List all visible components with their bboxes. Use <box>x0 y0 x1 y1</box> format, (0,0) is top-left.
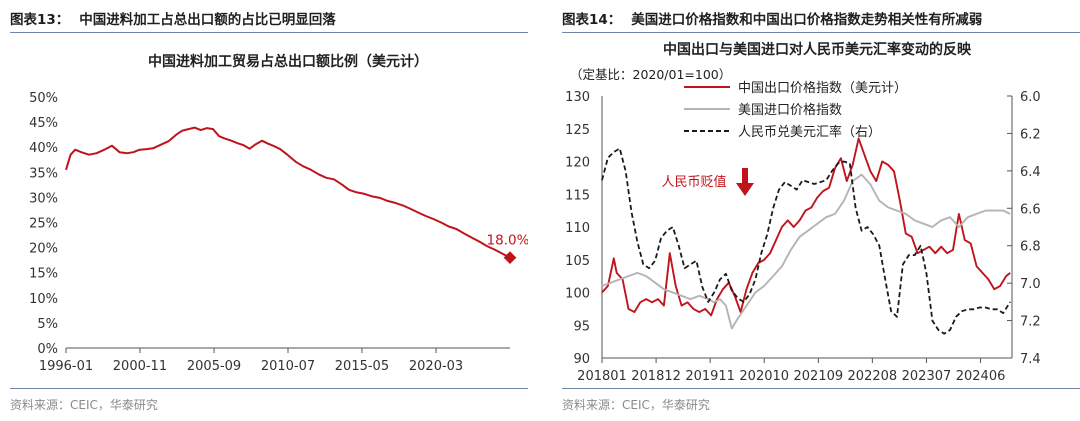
right-left-y-tick-label: 125 <box>565 123 590 138</box>
left-bottom-rule <box>10 388 528 389</box>
right-left-y-tick-label: 90 <box>573 352 590 367</box>
right-y2-tick-label: 6.4 <box>1020 165 1041 180</box>
right-y2-tick-label: 6.8 <box>1020 240 1041 255</box>
left-y-tick-label: 20% <box>29 242 58 257</box>
left-x-tick-label: 2015-05 <box>335 359 389 374</box>
left-y-tick-label: 15% <box>29 267 58 282</box>
right-series-line-2 <box>601 147 1011 335</box>
right-base-note: （定基比：2020/01=100） <box>570 67 731 82</box>
left-y-tick-label: 25% <box>29 217 58 232</box>
right-left-y-tick-label: 130 <box>565 90 590 105</box>
right-y2-tick-label: 6.2 <box>1020 127 1041 142</box>
right-x-tick-label: 202010 <box>739 369 789 384</box>
left-x-tick-label: 2010-07 <box>261 359 315 374</box>
right-left-y-tick-label: 120 <box>565 156 590 171</box>
left-x-tick-label: 2000-11 <box>113 359 167 374</box>
right-bottom-rule <box>562 388 1080 389</box>
right-left-y-tick-label: 110 <box>565 221 590 236</box>
right-y2-tick-label: 6.6 <box>1020 202 1041 217</box>
right-series-line-0 <box>601 137 1011 317</box>
right-x-tick-label: 201911 <box>685 369 735 384</box>
right-x-tick-label: 202307 <box>902 369 952 384</box>
left-figure-panel: 图表13： 中国进料加工占总出口额的占比已明显回落 中国进料加工贸易占总出口额比例… <box>0 0 528 421</box>
right-chart: 中国出口与美国进口对人民币美元汇率变动的反映 （定基比：2020/01=100） 9… <box>565 41 1041 384</box>
left-y-tick-label: 45% <box>29 116 58 131</box>
left-figure-title: 中国进料加工占总出口额的占比已明显回落 <box>79 12 336 28</box>
right-legend-label: 中国出口价格指数（美元计） <box>738 80 907 96</box>
left-chart-title: 中国进料加工贸易占总出口额比例（美元计） <box>148 53 428 70</box>
right-source-note: 资料来源：CEIC，华泰研究 <box>562 398 710 412</box>
right-x-tick-label: 201812 <box>631 369 681 384</box>
right-depreciation-arrow-shaft <box>742 168 748 184</box>
left-figure-heading: 图表13： 中国进料加工占总出口额的占比已明显回落 <box>10 8 336 28</box>
right-figure-number: 图表14： <box>562 12 622 28</box>
left-chart: 中国进料加工贸易占总出口额比例（美元计） 0% 5% 10% 15% 20% 25% 30% 3… <box>29 53 528 374</box>
right-left-y-tick-label: 100 <box>565 287 590 302</box>
right-x-tick-label: 202406 <box>956 369 1006 384</box>
right-left-y-tick-label: 115 <box>565 188 590 203</box>
right-left-y-tick-label: 95 <box>573 319 590 334</box>
left-y-tick-label: 50% <box>29 91 58 106</box>
left-x-tick-label: 2020-03 <box>409 359 463 374</box>
left-title-rule <box>10 32 528 33</box>
right-y2-tick-label: 7.4 <box>1020 352 1041 367</box>
right-y2-tick-label: 7.2 <box>1020 315 1041 330</box>
right-series-line-1 <box>601 173 1011 330</box>
left-end-marker <box>503 251 517 265</box>
left-y-tick-label: 30% <box>29 191 58 206</box>
right-figure-panel: 图表14： 美国进口价格指数和中国出口价格指数走势相关性有所减弱 中国出口与美国进… <box>552 0 1080 421</box>
left-source-note: 资料来源：CEIC，华泰研究 <box>10 398 158 412</box>
right-x-tick-label: 202208 <box>848 369 898 384</box>
right-legend-label: 美国进口价格指数 <box>738 102 842 118</box>
right-chart-title: 中国出口与美国进口对人民币美元汇率变动的反映 <box>663 41 972 58</box>
left-y-tick-label: 5% <box>37 317 58 332</box>
left-x-tick-label: 1996-01 <box>39 359 93 374</box>
right-title-rule <box>562 32 1080 33</box>
right-depreciation-label: 人民币贬值 <box>661 174 726 190</box>
left-x-tick-label: 2005-09 <box>187 359 241 374</box>
right-legend-label: 人民币兑美元汇率（右） <box>738 124 881 140</box>
right-x-tick-label: 201801 <box>577 369 627 384</box>
right-x-tick-label: 202109 <box>794 369 844 384</box>
right-figure-heading: 图表14： 美国进口价格指数和中国出口价格指数走势相关性有所减弱 <box>562 8 982 28</box>
left-y-tick-label: 35% <box>29 166 58 181</box>
right-y2-tick-label: 7.0 <box>1020 277 1041 292</box>
left-figure-number: 图表13： <box>10 12 70 28</box>
left-y-tick-label: 40% <box>29 141 58 156</box>
right-left-y-tick-label: 105 <box>565 254 590 269</box>
right-depreciation-arrow-head <box>736 183 754 196</box>
left-y-tick-label: 10% <box>29 292 58 307</box>
left-series-line <box>65 126 511 259</box>
right-figure-title: 美国进口价格指数和中国出口价格指数走势相关性有所减弱 <box>631 12 983 28</box>
right-y2-tick-label: 6.0 <box>1020 90 1041 105</box>
left-end-annotation: 18.0% <box>487 233 528 249</box>
left-y-tick-label: 0% <box>37 342 58 357</box>
